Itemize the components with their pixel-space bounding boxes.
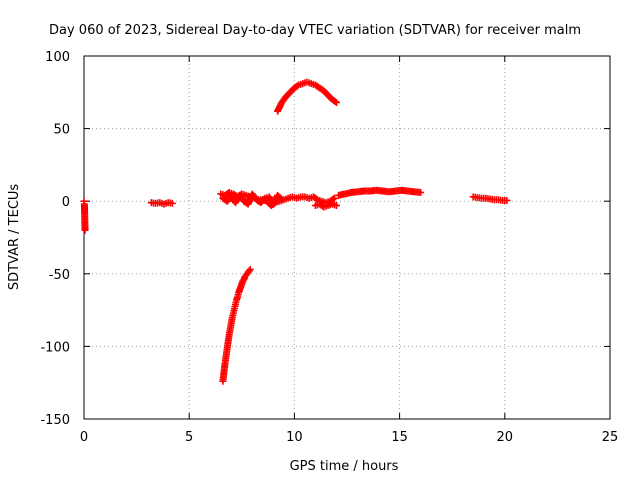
data-point [330, 194, 338, 202]
y-tick-label: -150 [40, 413, 70, 428]
y-tick-label: -50 [49, 268, 70, 283]
grid [84, 56, 610, 419]
x-tick-label: 25 [602, 430, 619, 445]
data-point [246, 265, 254, 273]
data-point [245, 267, 253, 275]
x-axis-label: GPS time / hours [290, 459, 399, 474]
data-point [81, 226, 89, 234]
data-point [332, 202, 340, 210]
data-point [293, 82, 301, 90]
data-series [80, 78, 511, 385]
y-axis-ticks: -150 -100 -50 0 50 100 [40, 50, 610, 428]
x-tick-label: 15 [391, 430, 408, 445]
x-axis-ticks: 0 5 10 15 20 25 [80, 56, 618, 445]
y-tick-label: 50 [53, 123, 70, 138]
plot-frame [83, 55, 611, 420]
x-tick-label: 20 [497, 430, 514, 445]
data-point [503, 196, 511, 204]
x-tick-label: 10 [286, 430, 303, 445]
data-point [417, 188, 425, 196]
data-point [331, 97, 339, 105]
y-tick-label: 0 [62, 195, 70, 210]
data-point [278, 196, 286, 204]
y-tick-label: -100 [40, 340, 70, 355]
chart-title: Day 060 of 2023, Sidereal Day-to-day VTE… [49, 23, 581, 38]
x-tick-label: 5 [185, 430, 193, 445]
y-tick-label: 100 [45, 50, 70, 65]
data-point [277, 195, 285, 203]
data-point [312, 195, 320, 203]
x-tick-label: 0 [80, 430, 88, 445]
data-point [168, 199, 176, 207]
y-axis-label: SDTVAR / TECUs [7, 184, 22, 291]
data-point [332, 98, 340, 106]
